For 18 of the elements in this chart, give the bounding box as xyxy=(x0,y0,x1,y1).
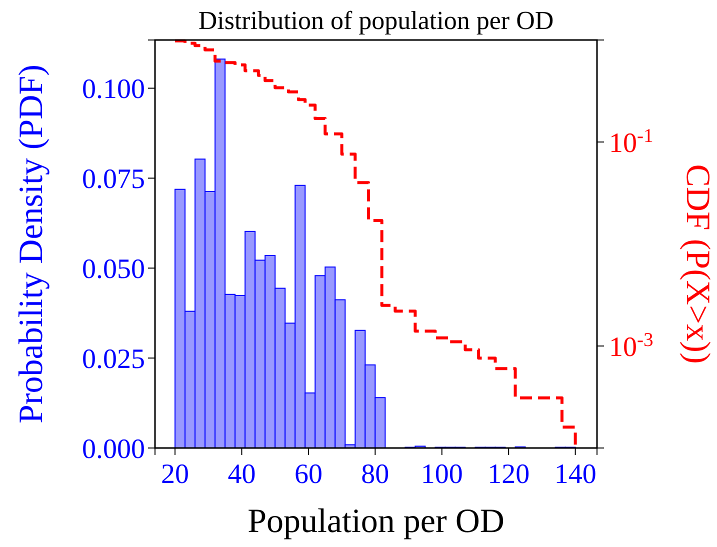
x-axis-title: Population per OD xyxy=(248,503,504,540)
y2-tick-label: 10$^{-1}$ xyxy=(609,125,654,159)
y-tick-label: 0.000 xyxy=(82,434,145,465)
y2-axis-title: CDF (P(X>x)) xyxy=(679,164,716,364)
x-tick-label: 60 xyxy=(294,459,322,490)
y-tick-label: 0.025 xyxy=(82,344,145,375)
x-tick-label: 40 xyxy=(228,459,256,490)
y2-tick-label: 10$^{-3}$ xyxy=(609,329,654,363)
y-tick-label: 0.100 xyxy=(82,74,145,106)
x-tick-label: 140 xyxy=(554,459,596,490)
y-tick-label: 0.075 xyxy=(82,164,145,195)
x-tick-label: 100 xyxy=(420,459,463,490)
y-axis-title: Probability Density (PDF) xyxy=(13,64,50,424)
chart-title: Distribution of population per OD xyxy=(198,6,554,35)
x-tick-label: 20 xyxy=(161,459,190,490)
y-tick-label: 0.050 xyxy=(82,254,145,285)
x-tick-label: 80 xyxy=(361,459,390,490)
x-tick-label: 120 xyxy=(488,459,530,490)
